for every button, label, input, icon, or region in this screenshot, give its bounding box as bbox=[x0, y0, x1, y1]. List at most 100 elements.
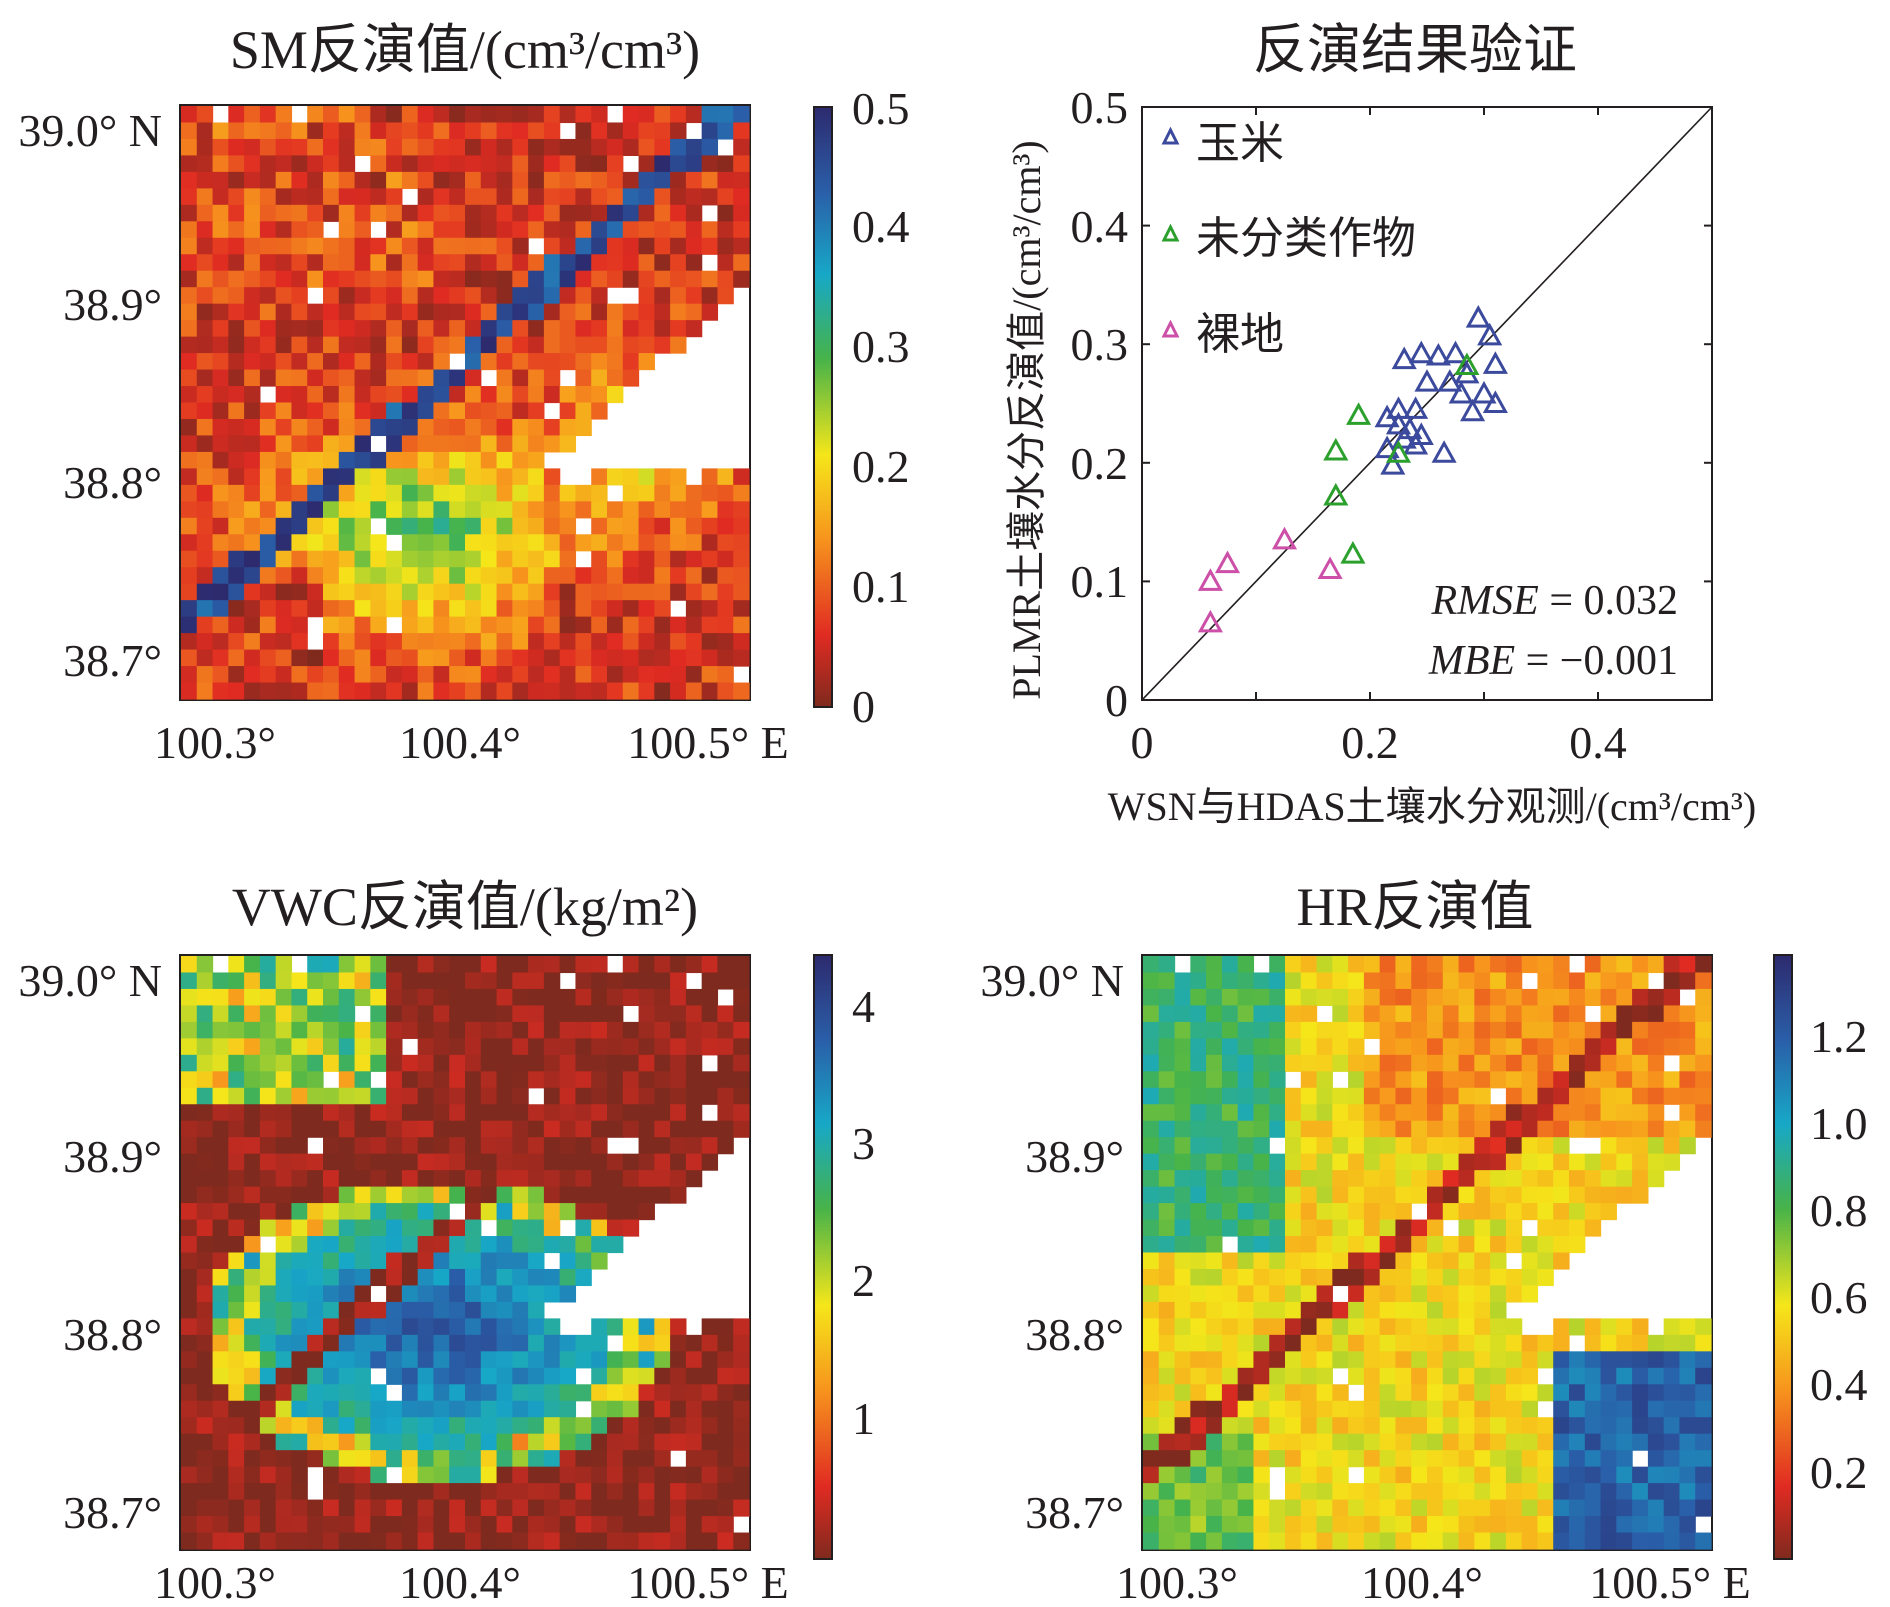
sm-cell bbox=[512, 320, 529, 338]
hr-cell bbox=[1647, 1334, 1665, 1352]
hr-cell bbox=[1474, 1532, 1491, 1550]
vwc-cell bbox=[591, 1054, 608, 1072]
hr-cell bbox=[1474, 1450, 1491, 1468]
vwc-cell bbox=[622, 1417, 640, 1435]
vwc-cell bbox=[417, 1417, 435, 1435]
hr-cell bbox=[1679, 1021, 1696, 1039]
sm-cell bbox=[417, 254, 435, 272]
vwc-cell bbox=[354, 1268, 371, 1287]
hr-cell bbox=[1695, 1021, 1712, 1039]
sm-cell bbox=[559, 600, 577, 618]
vwc-cell bbox=[417, 1252, 435, 1270]
sm-cell bbox=[354, 435, 371, 453]
sm-cell bbox=[622, 484, 640, 502]
hr-cell bbox=[1521, 1384, 1539, 1402]
sm-cell bbox=[181, 106, 198, 124]
hr-cell bbox=[1253, 1400, 1270, 1418]
hr-cell bbox=[1348, 1005, 1365, 1023]
hr-cell bbox=[1285, 1120, 1302, 1138]
hr-cell bbox=[1632, 1466, 1649, 1484]
vwc-cell bbox=[291, 1499, 308, 1517]
vwc-cell bbox=[259, 1466, 277, 1484]
sm-cell bbox=[212, 583, 229, 601]
vwc-cell bbox=[212, 1203, 229, 1221]
vwc-cell bbox=[654, 1137, 671, 1155]
sm-cell bbox=[244, 155, 261, 173]
hr-cell bbox=[1363, 1104, 1381, 1122]
sm-cell bbox=[370, 484, 387, 502]
hr-cell bbox=[1474, 1301, 1491, 1319]
sm-cell bbox=[291, 666, 308, 684]
vwc-cell bbox=[512, 1170, 529, 1188]
sm-cell bbox=[559, 534, 577, 552]
hr-cell bbox=[1616, 1153, 1633, 1171]
hr-cell bbox=[1632, 1153, 1649, 1171]
vwc-cell bbox=[654, 1400, 671, 1418]
sm-cell bbox=[259, 122, 277, 140]
hr-cell bbox=[1237, 1186, 1255, 1204]
vwc-cell bbox=[386, 972, 403, 990]
sm-cell bbox=[670, 666, 687, 684]
hr-cell bbox=[1521, 1071, 1539, 1089]
hr-cell bbox=[1332, 1384, 1349, 1402]
sm-cell bbox=[543, 633, 561, 651]
vwc-cell bbox=[417, 1384, 435, 1402]
hr-cell bbox=[1332, 1268, 1349, 1287]
hr-cell bbox=[1569, 1038, 1586, 1056]
vwc-cell bbox=[591, 988, 608, 1007]
sm-cell bbox=[496, 418, 513, 437]
hr-cell bbox=[1332, 1301, 1349, 1319]
hr-cell bbox=[1600, 1186, 1617, 1204]
vwc-cell bbox=[465, 1170, 482, 1188]
hr-cell bbox=[1600, 1170, 1617, 1188]
sm-cell bbox=[528, 138, 545, 157]
sm-cell bbox=[654, 616, 671, 634]
sm-cell bbox=[212, 567, 229, 585]
vwc-cell bbox=[386, 1367, 403, 1385]
sm-cell bbox=[622, 320, 640, 338]
sm-cell bbox=[244, 386, 261, 404]
vwc-cell bbox=[307, 972, 324, 990]
sm-cell bbox=[575, 600, 592, 618]
vwc-cell bbox=[591, 1318, 608, 1336]
sm-cell bbox=[291, 138, 308, 157]
vwc-cell bbox=[275, 1038, 293, 1056]
vwc-cell bbox=[512, 1367, 529, 1385]
sm-cell bbox=[591, 501, 608, 519]
vwc-cell bbox=[196, 1170, 214, 1188]
sm-cell bbox=[401, 254, 419, 272]
hr-cell bbox=[1616, 1532, 1633, 1550]
hr-cell bbox=[1285, 972, 1302, 990]
sm-cell bbox=[417, 369, 435, 387]
sm-cell bbox=[449, 666, 466, 684]
hr-cell bbox=[1285, 1038, 1302, 1056]
vwc-cell bbox=[338, 1087, 356, 1105]
hr-cell bbox=[1521, 1516, 1539, 1534]
vwc-cell bbox=[559, 1005, 577, 1023]
hr-cell bbox=[1158, 1334, 1176, 1352]
hr-cell bbox=[1363, 1087, 1381, 1105]
vwc-cell bbox=[543, 1170, 561, 1188]
sm-cell bbox=[433, 386, 450, 404]
vwc-cell bbox=[543, 1450, 561, 1468]
vwc-cell bbox=[259, 1170, 277, 1188]
vwc-cell bbox=[417, 1137, 435, 1155]
hr-cell bbox=[1679, 1417, 1696, 1435]
hr-cell bbox=[1411, 1087, 1428, 1105]
hr-cell bbox=[1143, 1021, 1160, 1039]
vwc-cell bbox=[465, 1516, 482, 1534]
sm-cell bbox=[512, 468, 529, 486]
vwc-cell bbox=[670, 1054, 687, 1072]
hr-cell bbox=[1237, 1054, 1255, 1072]
hr-cell bbox=[1427, 1170, 1444, 1188]
vwc-cell bbox=[291, 1466, 308, 1484]
sm-cell bbox=[559, 484, 577, 502]
sm-cell bbox=[717, 649, 734, 667]
sm-cell bbox=[449, 138, 466, 157]
hr-cell bbox=[1553, 1087, 1570, 1105]
vwc-cell bbox=[449, 1104, 466, 1122]
vwc-cell bbox=[228, 1285, 245, 1303]
hr-cell bbox=[1474, 1005, 1491, 1023]
hr-cell bbox=[1221, 1087, 1239, 1105]
sm-cell bbox=[449, 204, 466, 222]
